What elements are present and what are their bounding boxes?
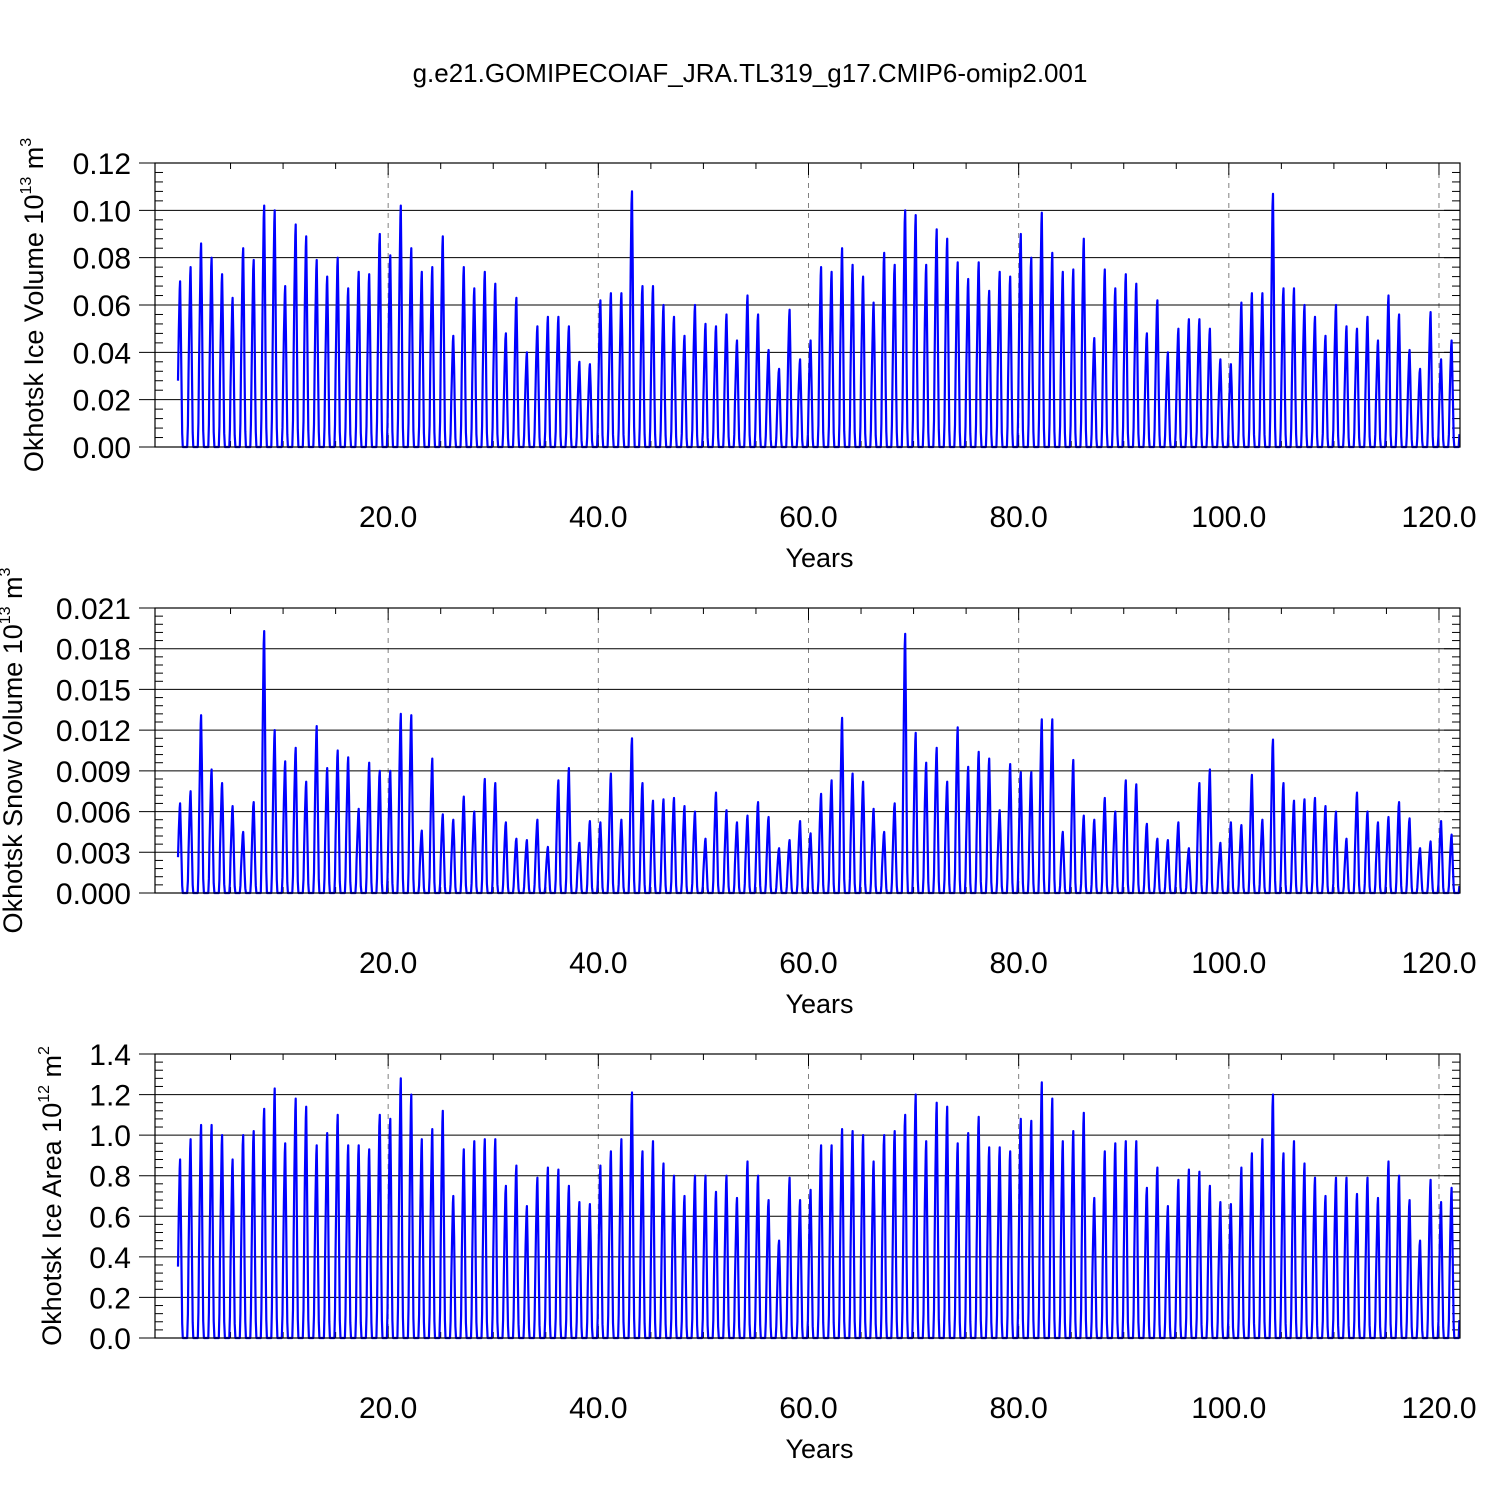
y-tick-label: 0.0 <box>89 1323 131 1356</box>
y-tick-label: 0.04 <box>73 337 131 370</box>
y-tick-label: 0.02 <box>73 385 131 418</box>
y-tick-label: 0.006 <box>56 797 131 830</box>
y-tick-label: 0.12 <box>73 148 131 181</box>
x-tick-label: 80.0 <box>989 947 1047 980</box>
x-tick-label: 40.0 <box>569 501 627 534</box>
page-title: g.e21.GOMIPECOIAF_JRA.TL319_g17.CMIP6-om… <box>412 58 1088 88</box>
x-tick-label: 20.0 <box>359 1392 417 1425</box>
x-tick-label: 20.0 <box>359 501 417 534</box>
panel-ice-area: 0.0 0.2 0.4 0.6 0.8 1.0 1.2 1.4 20.0 40.0 60.0 80.0… <box>36 1039 1477 1464</box>
y-tick-label: 0.10 <box>73 195 131 228</box>
y-axis-title: Okhotsk Ice Volume 1013 m3 <box>18 138 49 472</box>
series-line <box>176 190 1461 449</box>
y-tick-label: 0.8 <box>89 1161 131 1194</box>
y-axis-title: Okhotsk Ice Area 1012 m2 <box>36 1046 67 1346</box>
x-tick-label: 120.0 <box>1401 501 1476 534</box>
x-axis-title: Years <box>785 1434 853 1464</box>
y-tick-label: 0.003 <box>56 837 131 870</box>
x-tick-label: 120.0 <box>1401 1392 1476 1425</box>
x-tick-label: 100.0 <box>1191 501 1266 534</box>
x-tick-label: 40.0 <box>569 947 627 980</box>
x-axis-title: Years <box>785 989 853 1019</box>
x-tick-label: 80.0 <box>989 1392 1047 1425</box>
plot-frame <box>154 162 1461 448</box>
y-tick-label: 0.2 <box>89 1282 131 1315</box>
y-tick-label: 0.000 <box>56 878 131 911</box>
y-tick-label: 1.0 <box>89 1120 131 1153</box>
panel-ice-volume: 0.00 0.02 0.04 0.06 0.08 0.10 0.12 20.0 40.0 60.0… <box>18 138 1477 573</box>
y-tick-label: 0.015 <box>56 674 131 707</box>
x-tick-label: 120.0 <box>1401 947 1476 980</box>
y-tick-label: 1.4 <box>89 1039 131 1072</box>
y-tick-label: 0.06 <box>73 290 131 323</box>
y-tick-label: 0.08 <box>73 243 131 276</box>
series-line <box>176 1077 1461 1340</box>
x-tick-label: 100.0 <box>1191 1392 1266 1425</box>
plot-frame <box>154 1053 1461 1339</box>
y-tick-label: 0.012 <box>56 715 131 748</box>
y-tick-label: 0.00 <box>73 432 131 465</box>
y-tick-label: 0.6 <box>89 1201 131 1234</box>
y-tick-label: 0.009 <box>56 756 131 789</box>
plot-frame <box>154 607 1461 894</box>
x-tick-label: 20.0 <box>359 947 417 980</box>
x-tick-label: 60.0 <box>779 1392 837 1425</box>
x-tick-label: 80.0 <box>989 501 1047 534</box>
y-tick-label: 0.4 <box>89 1242 131 1275</box>
x-tick-label: 60.0 <box>779 501 837 534</box>
x-tick-label: 100.0 <box>1191 947 1266 980</box>
y-tick-label: 0.021 <box>56 593 131 626</box>
y-axis-title: Okhotsk Snow Volume 1013 m3 <box>0 567 28 933</box>
y-tick-label: 0.018 <box>56 634 131 667</box>
panel-snow-volume: 0.000 0.003 0.006 0.009 0.012 0.015 0.018 0.021… <box>0 567 1477 1019</box>
y-tick-label: 1.2 <box>89 1080 131 1113</box>
x-axis-title: Years <box>785 543 853 573</box>
x-tick-label: 60.0 <box>779 947 837 980</box>
x-tick-label: 40.0 <box>569 1392 627 1425</box>
series-line <box>176 630 1461 895</box>
